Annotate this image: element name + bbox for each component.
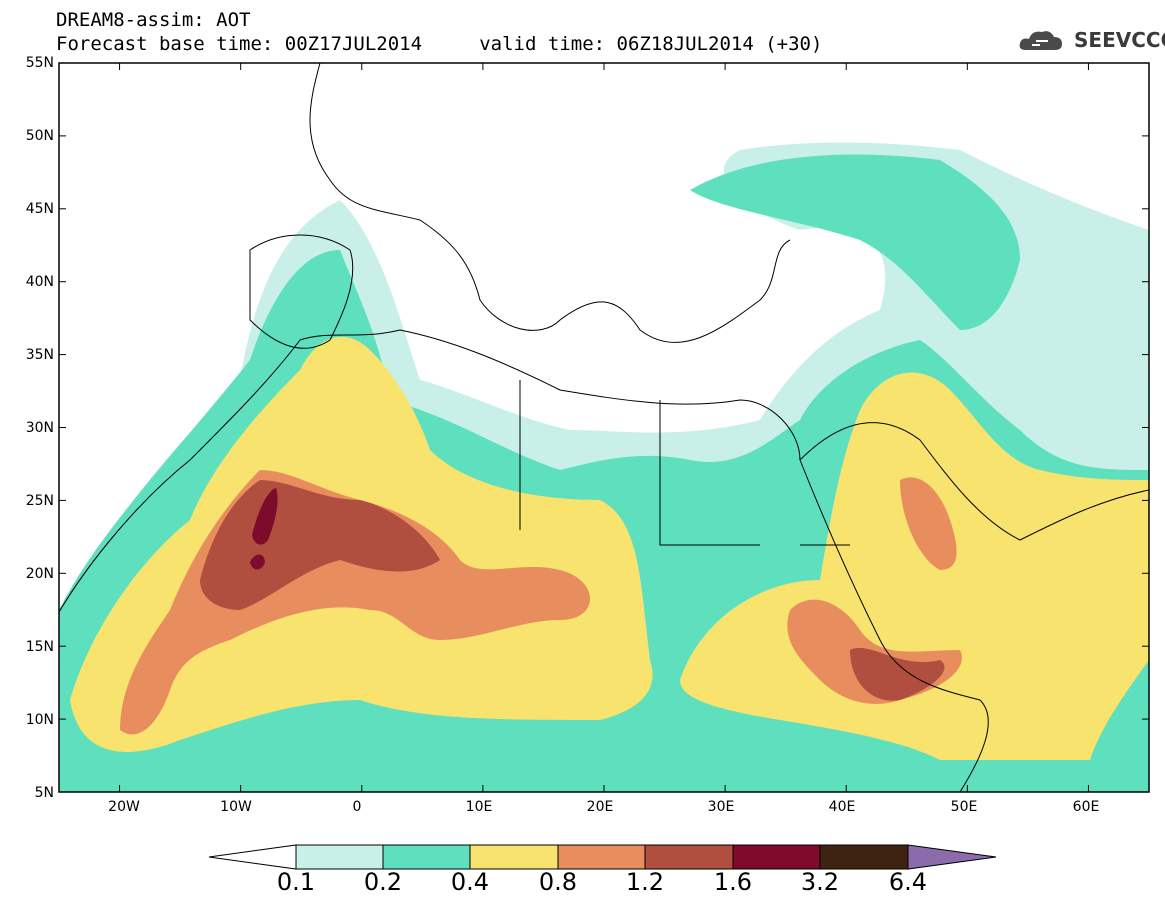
lat-label: 10N xyxy=(25,712,54,728)
lat-label: 30N xyxy=(25,420,54,436)
colorbar-bin xyxy=(295,844,384,870)
title-line-2: Forecast base time: 00Z17JUL2014 valid t… xyxy=(56,33,823,55)
colorbar-label: 1.6 xyxy=(713,868,753,896)
colorbar-bin xyxy=(644,844,734,870)
colorbar xyxy=(208,844,997,870)
lon-label: 10E xyxy=(465,799,493,815)
lon-label: 20W xyxy=(108,799,140,815)
colorbar-label: 0.1 xyxy=(276,868,316,896)
colorbar-low-arrow xyxy=(208,844,297,870)
lon-label: 50E xyxy=(950,799,978,815)
colorbar-bin xyxy=(469,844,559,870)
lat-label: 55N xyxy=(25,55,54,71)
lon-label: 30E xyxy=(707,799,735,815)
colorbar-label: 6.4 xyxy=(888,868,928,896)
lat-label: 35N xyxy=(25,347,54,363)
lat-label: 25N xyxy=(25,493,54,509)
title-line-1: DREAM8-assim: AOT xyxy=(56,9,251,31)
lon-label: 60E xyxy=(1072,799,1100,815)
colorbar-label: 0.8 xyxy=(538,868,578,896)
lon-label: 10W xyxy=(220,799,252,815)
lat-label: 15N xyxy=(25,639,54,655)
colorbar-bin xyxy=(382,844,471,870)
logo-text: SEEVCCC xyxy=(1074,28,1165,52)
colorbar-bin xyxy=(557,844,646,870)
colorbar-label: 0.4 xyxy=(450,868,490,896)
lat-label: 45N xyxy=(25,201,54,217)
colorbar-bin xyxy=(819,844,909,870)
lon-label: 20E xyxy=(586,799,614,815)
lon-label: 0 xyxy=(352,799,362,815)
cloud-icon xyxy=(1019,31,1062,50)
aot-contours xyxy=(59,142,1149,792)
axis-ticks xyxy=(59,62,1149,793)
colorbar-label: 3.2 xyxy=(800,868,840,896)
lat-label: 50N xyxy=(25,128,54,144)
colorbar-label: 1.2 xyxy=(625,868,665,896)
colorbar-label: 0.2 xyxy=(363,868,403,896)
colorbar-high-arrow xyxy=(907,844,997,870)
coastlines xyxy=(59,63,1149,792)
lat-label: 5N xyxy=(34,785,54,801)
colorbar-bin xyxy=(732,844,821,870)
lat-label: 20N xyxy=(25,566,54,582)
lon-label: 40E xyxy=(828,799,856,815)
lat-label: 40N xyxy=(25,274,54,290)
